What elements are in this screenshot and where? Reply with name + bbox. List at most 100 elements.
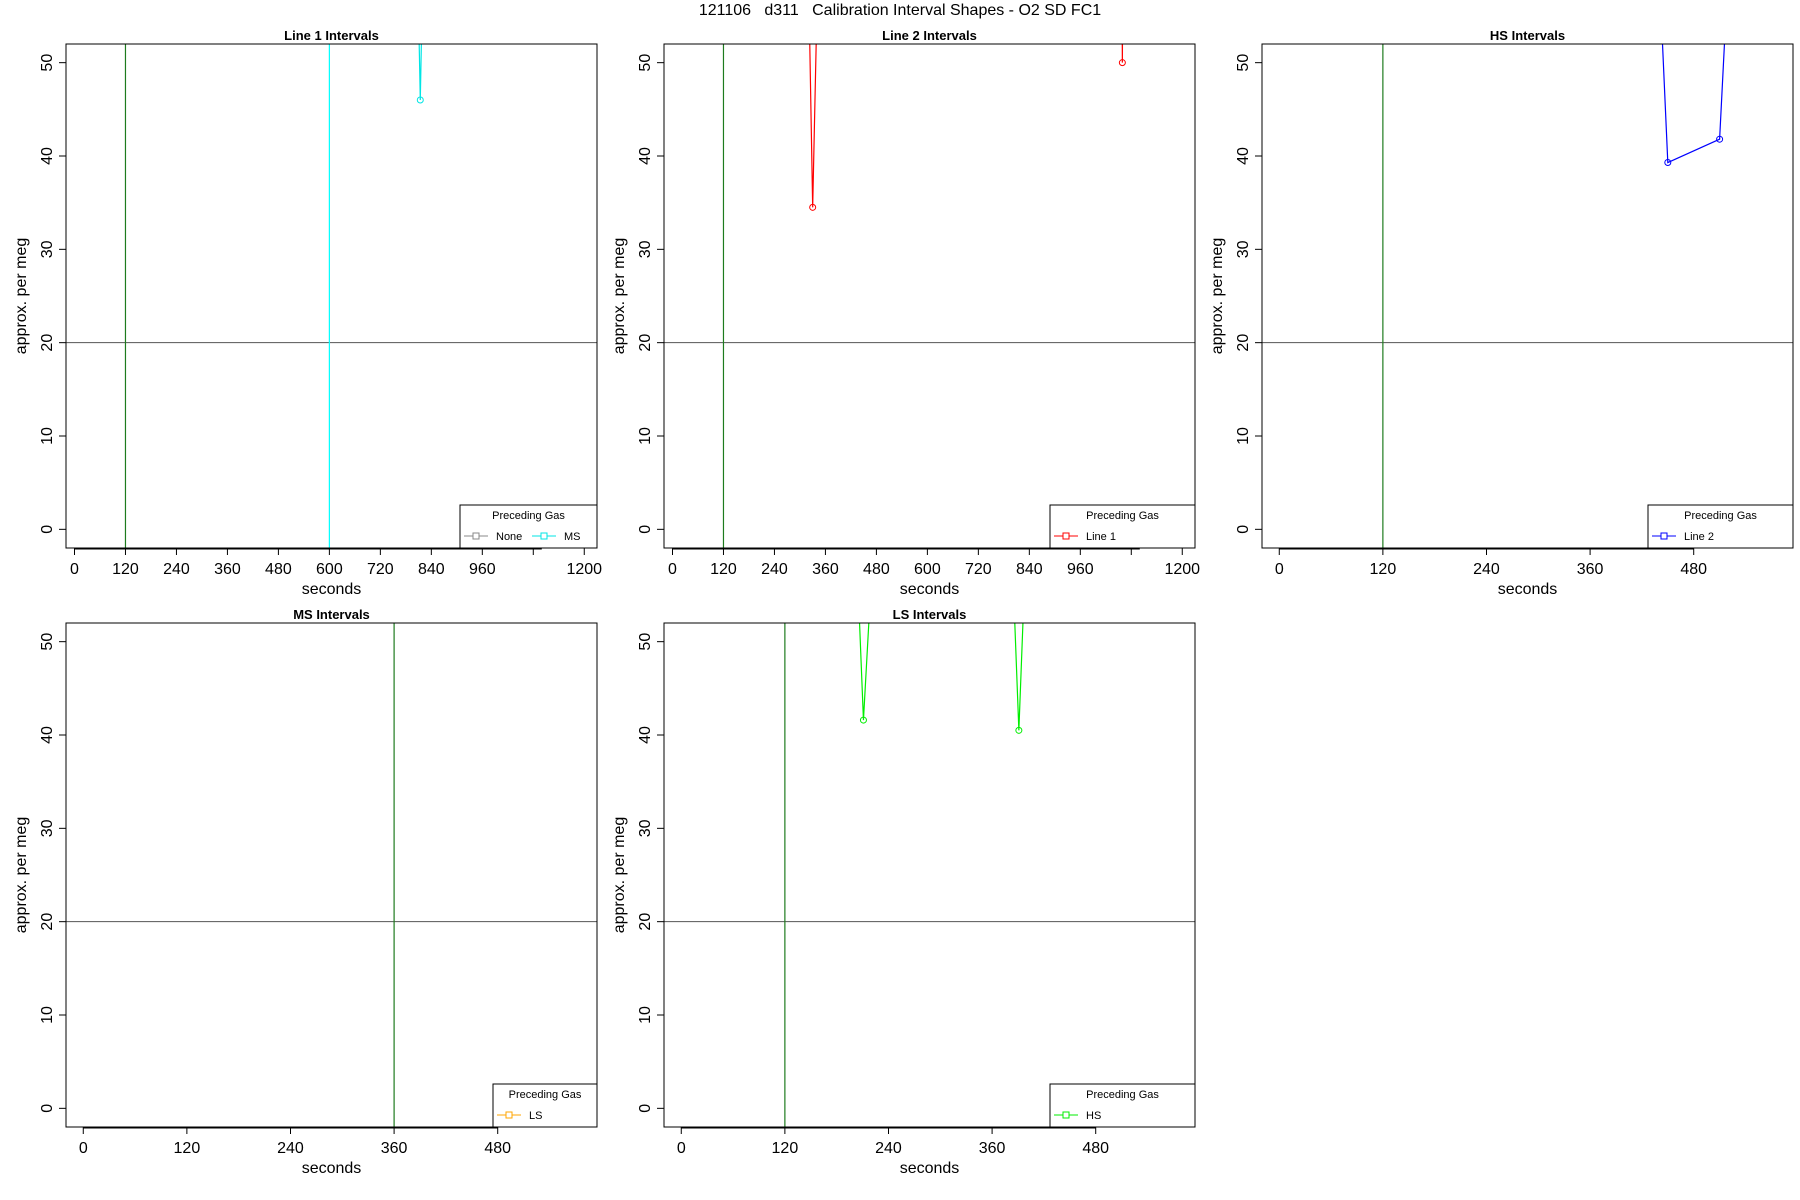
x-tick-label: 0 — [1275, 561, 1284, 578]
y-tick-label: 30 — [637, 240, 654, 258]
x-tick-label: 960 — [1067, 561, 1094, 578]
x-tick-label: 240 — [1473, 561, 1500, 578]
y-axis-label: approx. per meg — [611, 238, 628, 355]
data-point — [416, 96, 424, 104]
series-line — [809, 44, 817, 208]
x-tick-label: 600 — [316, 561, 343, 578]
legend-title: Preceding Gas — [1086, 510, 1159, 522]
x-tick-label: 240 — [761, 561, 788, 578]
x-tick-label: 480 — [863, 561, 890, 578]
legend-entry-label: Line 1 — [1086, 531, 1116, 543]
y-tick-label: 30 — [1235, 240, 1252, 258]
x-tick-label: 0 — [668, 561, 677, 578]
plot-area — [66, 44, 597, 548]
x-axis: 0 120 240 360 480 seconds — [1275, 548, 1707, 598]
legend-box — [1647, 504, 1794, 549]
x-tick-label: 720 — [367, 561, 394, 578]
y-tick-label: 10 — [39, 427, 56, 445]
x-tick-label: 480 — [265, 561, 292, 578]
y-tick-label: 50 — [637, 633, 654, 651]
y-axis: 0 10 20 30 40 50 approx. per meg — [611, 633, 664, 1113]
y-tick-label: 10 — [637, 1006, 654, 1024]
panel-title: Line 1 Intervals — [284, 28, 379, 43]
x-tick-label: 120 — [772, 1140, 799, 1157]
x-tick-label: 240 — [277, 1140, 304, 1157]
legend-box — [459, 504, 598, 549]
y-tick-label: 40 — [39, 147, 56, 165]
series-line — [1121, 44, 1124, 63]
y-tick-label: 20 — [637, 334, 654, 352]
x-tick-label: 1200 — [566, 561, 602, 578]
x-tick-label: 360 — [812, 561, 839, 578]
x-tick-label: 600 — [914, 561, 941, 578]
x-tick-label: 240 — [875, 1140, 902, 1157]
y-tick-label: 20 — [39, 334, 56, 352]
y-axis-label: approx. per meg — [13, 238, 30, 355]
x-axis: 0 120 240 360 480 seconds — [79, 1127, 511, 1177]
y-tick-label: 40 — [637, 726, 654, 744]
data-point — [1015, 726, 1023, 734]
x-axis: 0 120 240 360 480 600 720 840 960 1200 seconds — [70, 548, 602, 598]
x-axis-label: seconds — [302, 581, 362, 598]
x-tick-label: 120 — [1370, 561, 1397, 578]
x-tick-label: 0 — [677, 1140, 686, 1157]
x-tick-label: 0 — [70, 561, 79, 578]
x-tick-label: 480 — [1082, 1140, 1109, 1157]
legend-box — [1049, 1083, 1196, 1128]
panel-1: Line 1 Intervals 0 120 240 360 480 600 720 840 96… — [13, 28, 602, 598]
y-axis: 0 10 20 30 40 50 approx. per meg — [13, 633, 66, 1113]
legend-marker — [472, 532, 480, 540]
x-tick-label: 0 — [79, 1140, 88, 1157]
y-tick-label: 30 — [39, 240, 56, 258]
data-point — [1664, 159, 1672, 167]
y-tick-label: 50 — [1235, 54, 1252, 72]
y-tick-label: 0 — [39, 1104, 56, 1113]
legend-marker — [1062, 1111, 1070, 1119]
legend-entry-label: None — [496, 531, 522, 543]
legend-marker — [505, 1111, 513, 1119]
x-tick-label: 960 — [469, 561, 496, 578]
plot-area — [664, 44, 1195, 548]
x-tick-label: 480 — [484, 1140, 511, 1157]
x-tick-label: 840 — [1016, 561, 1043, 578]
y-tick-label: 30 — [39, 819, 56, 837]
legend: Preceding Gas HS — [1049, 1083, 1196, 1128]
legend: Preceding Gas None MS — [459, 504, 598, 549]
legend-box — [1049, 504, 1196, 549]
legend-title: Preceding Gas — [492, 510, 565, 522]
y-axis-label: approx. per meg — [13, 817, 30, 934]
y-axis: 0 10 20 30 40 50 approx. per meg — [611, 54, 664, 534]
panel-title: HS Intervals — [1490, 28, 1565, 43]
panel-3: HS Intervals 0 120 240 360 480 seconds 0 10 20 30 4… — [1209, 28, 1794, 598]
y-axis-label: approx. per meg — [611, 817, 628, 934]
figure-title: 121106 d311 Calibration Interval Shapes … — [698, 2, 1102, 19]
y-tick-label: 50 — [39, 633, 56, 651]
plot-area — [66, 623, 597, 1127]
y-tick-label: 0 — [1235, 525, 1252, 534]
y-tick-label: 20 — [637, 913, 654, 931]
panel-5: LS Intervals 0 120 240 360 480 seconds 0 10 20 30 4… — [611, 607, 1196, 1177]
x-tick-label: 360 — [979, 1140, 1006, 1157]
x-tick-label: 120 — [174, 1140, 201, 1157]
x-axis: 0 120 240 360 480 seconds — [677, 1127, 1109, 1177]
y-axis-label: approx. per meg — [1209, 238, 1226, 355]
x-tick-label: 1200 — [1164, 561, 1200, 578]
legend-entry-label: HS — [1086, 1110, 1101, 1122]
y-tick-label: 20 — [39, 913, 56, 931]
series-line — [858, 623, 870, 721]
plot-area — [1262, 44, 1793, 548]
y-tick-label: 30 — [637, 819, 654, 837]
x-axis-label: seconds — [900, 1160, 960, 1177]
y-tick-label: 20 — [1235, 334, 1252, 352]
panel-2: Line 2 Intervals 0 120 240 360 480 600 720 840 96… — [611, 28, 1200, 598]
legend-entry-label: Line 2 — [1684, 531, 1714, 543]
x-tick-label: 480 — [1680, 561, 1707, 578]
data-point — [859, 716, 867, 724]
y-tick-label: 0 — [637, 525, 654, 534]
y-tick-label: 40 — [39, 726, 56, 744]
series-line — [418, 44, 422, 101]
plot-frame — [65, 43, 598, 549]
x-tick-label: 240 — [163, 561, 190, 578]
